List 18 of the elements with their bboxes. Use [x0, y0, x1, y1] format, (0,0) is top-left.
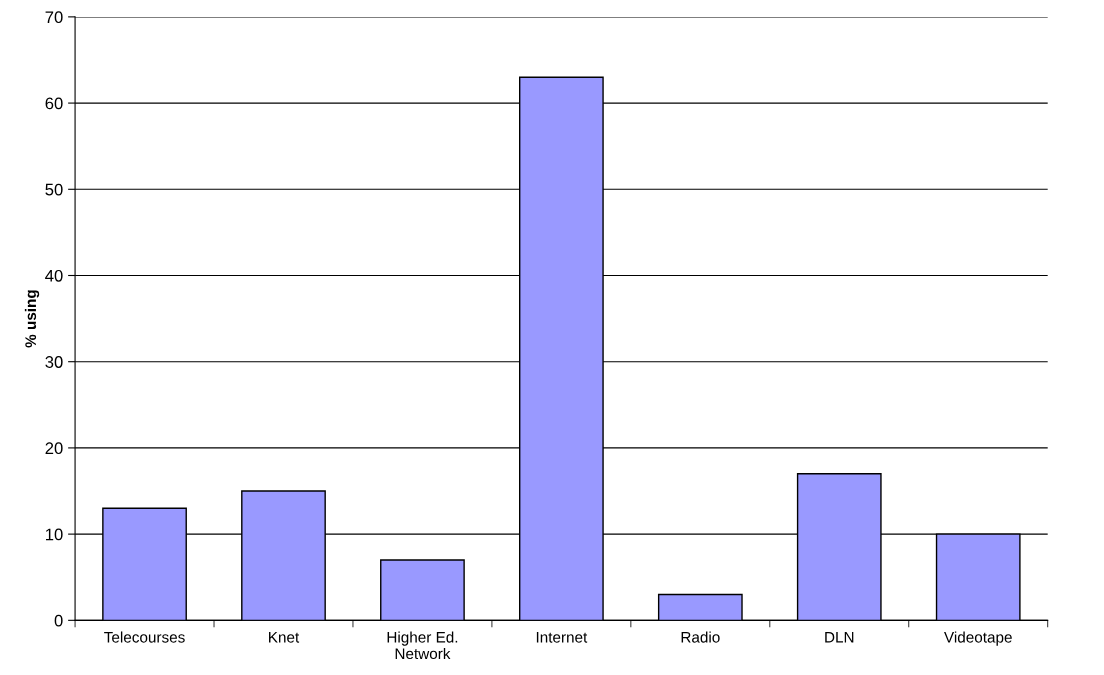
y-tick-label: 40: [45, 269, 63, 282]
x-tick-label: Knet: [269, 632, 300, 643]
bar: [657, 593, 743, 621]
x-tick-label: Radio: [681, 631, 720, 643]
x-tick-label: Higher Ed. Network: [387, 631, 458, 660]
y-tick-label: 50: [45, 183, 63, 196]
y-tick-label: 10: [46, 528, 63, 541]
y-tick-label: 60: [45, 97, 63, 110]
y-tick-label: 30: [45, 356, 63, 368]
x-tick-label: Internet: [536, 632, 588, 643]
bar: [380, 559, 465, 621]
y-tick-label: 70: [45, 11, 63, 24]
y-tick-label: 20: [45, 442, 63, 455]
x-tick-label: DLN: [825, 632, 854, 643]
x-tick-label: Videotape: [944, 631, 1012, 646]
y-tick-label: 0: [54, 614, 63, 627]
x-tick-label: Telecourses: [104, 631, 185, 643]
y-axis-title: % using: [24, 290, 40, 348]
